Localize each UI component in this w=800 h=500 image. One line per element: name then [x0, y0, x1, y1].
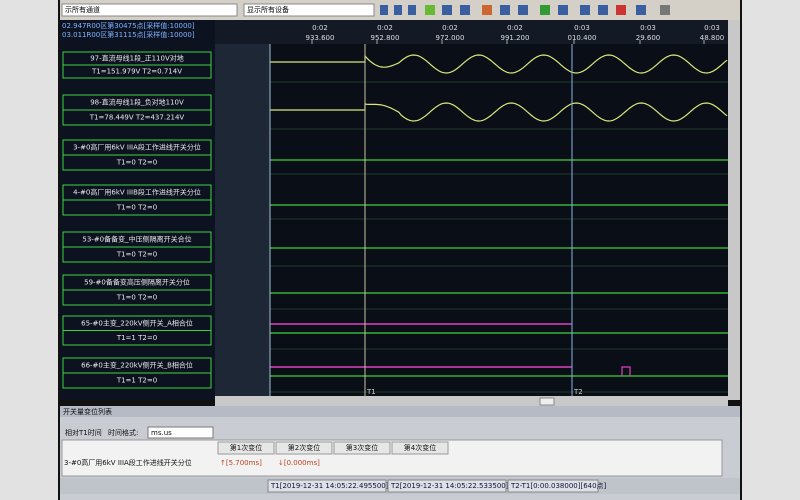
format-label: 时间格式: [108, 428, 138, 437]
plot-area [270, 20, 728, 400]
channel-panel [60, 20, 215, 400]
header-cell [391, 441, 449, 455]
channel-values: T1=1 T2=0 [116, 334, 157, 342]
time-sec: 991.200 [501, 34, 530, 42]
channel-name: 97-直流母线1段_正110V对地 [90, 54, 184, 63]
status-text: T1[2019-12-31 14:05:22.495500] [270, 482, 389, 490]
channel-name: 66-#0主变_220kV侧开关_B相合位 [81, 361, 193, 370]
cursor-label: T1 [366, 388, 376, 396]
status-cell [267, 479, 387, 493]
info-line: 03.011R00区第31115点[采样值:10000] [62, 30, 195, 39]
event-channel: 3-#0高厂用6kV IIIA段工作进线开关分位 [64, 458, 192, 467]
channel-values: T1=78.449V T2=437.214V [89, 114, 185, 122]
mode: 相对T1时间 [65, 428, 102, 437]
channel-values: T1=151.979V T2=0.714V [91, 68, 182, 76]
time-min: 0:03 [574, 24, 590, 32]
channel-values: T1=0 T2=0 [116, 159, 157, 167]
header-text: 第2次变位 [288, 443, 320, 452]
channel-dropdown[interactable] [61, 3, 238, 17]
device-filter[interactable]: 显示所有设备 [247, 5, 289, 14]
waveform [270, 102, 728, 122]
toolbar-icons [380, 5, 670, 15]
channel-name: 53-#0备备变_中压侧隔离开关合位 [82, 235, 191, 244]
info-line: 02.947R00区第30475点[采样值:10000] [62, 21, 195, 30]
channel-filter[interactable]: 示所有通道 [65, 5, 100, 14]
channel-name: 65-#0主变_220kV侧开关_A相合位 [81, 318, 193, 327]
time-axis-bar [215, 20, 728, 44]
panel-title: 开关量变位列表 [63, 407, 112, 416]
horizontal-scrollbar[interactable] [215, 396, 728, 406]
time-min: 0:02 [377, 24, 393, 32]
scale-column [215, 20, 270, 400]
status-text: T2[2019-12-31 14:05:22.533500] [390, 482, 509, 490]
header-cell [217, 441, 275, 455]
channel-values: T1=1 T2=0 [116, 377, 157, 385]
format-dropdown[interactable] [147, 426, 214, 439]
time-sec: 010.400 [568, 34, 597, 42]
device-dropdown[interactable] [243, 3, 375, 17]
event-time: ↑[5.700ms] [220, 459, 262, 467]
header-text: 第1次变位 [230, 443, 262, 452]
channel-name: 3-#0高厂用6kV IIIA段工作进线开关分位 [73, 143, 201, 152]
header-cell [275, 441, 333, 455]
header-cell [333, 441, 391, 455]
time-sec: 933.600 [306, 34, 335, 42]
cursor-label: T2 [573, 388, 583, 396]
status-cell [507, 479, 599, 493]
header-text: 第3次变位 [346, 443, 378, 452]
channel-name: 4-#0高厂用6kV IIIB段工作进线开关分位 [73, 188, 201, 197]
time-min: 0:03 [704, 24, 720, 32]
channel-values: T1=0 T2=0 [116, 251, 157, 259]
pulse [621, 366, 631, 376]
time-min: 0:02 [507, 24, 523, 32]
channel-values: T1=0 T2=0 [116, 294, 157, 302]
time-min: 0:03 [640, 24, 656, 32]
status-text: T2-T1[0:00.038000][640点] [510, 482, 607, 490]
format-value[interactable]: ms.us [151, 429, 172, 437]
event-time: ↓[0.000ms] [278, 459, 320, 467]
time-min: 0:02 [442, 24, 458, 32]
scroll-thumb[interactable] [539, 397, 555, 406]
waveform [270, 54, 728, 74]
time-sec: 48.800 [700, 34, 725, 42]
time-sec: 972.000 [436, 34, 465, 42]
header-text: 第4次变位 [404, 443, 436, 452]
time-min: 0:02 [312, 24, 328, 32]
panel-titlebar [60, 406, 740, 417]
channel-name: 59-#0备备变高压侧隔离开关分位 [84, 278, 190, 287]
vertical-scrollbar[interactable] [728, 20, 740, 400]
status-cell [387, 479, 507, 493]
channel-values: T1=0 T2=0 [116, 204, 157, 212]
time-sec: 952.800 [371, 34, 400, 42]
time-sec: 29.600 [636, 34, 661, 42]
channel-name: 98-直流母线1段_负对地110V [90, 98, 184, 107]
